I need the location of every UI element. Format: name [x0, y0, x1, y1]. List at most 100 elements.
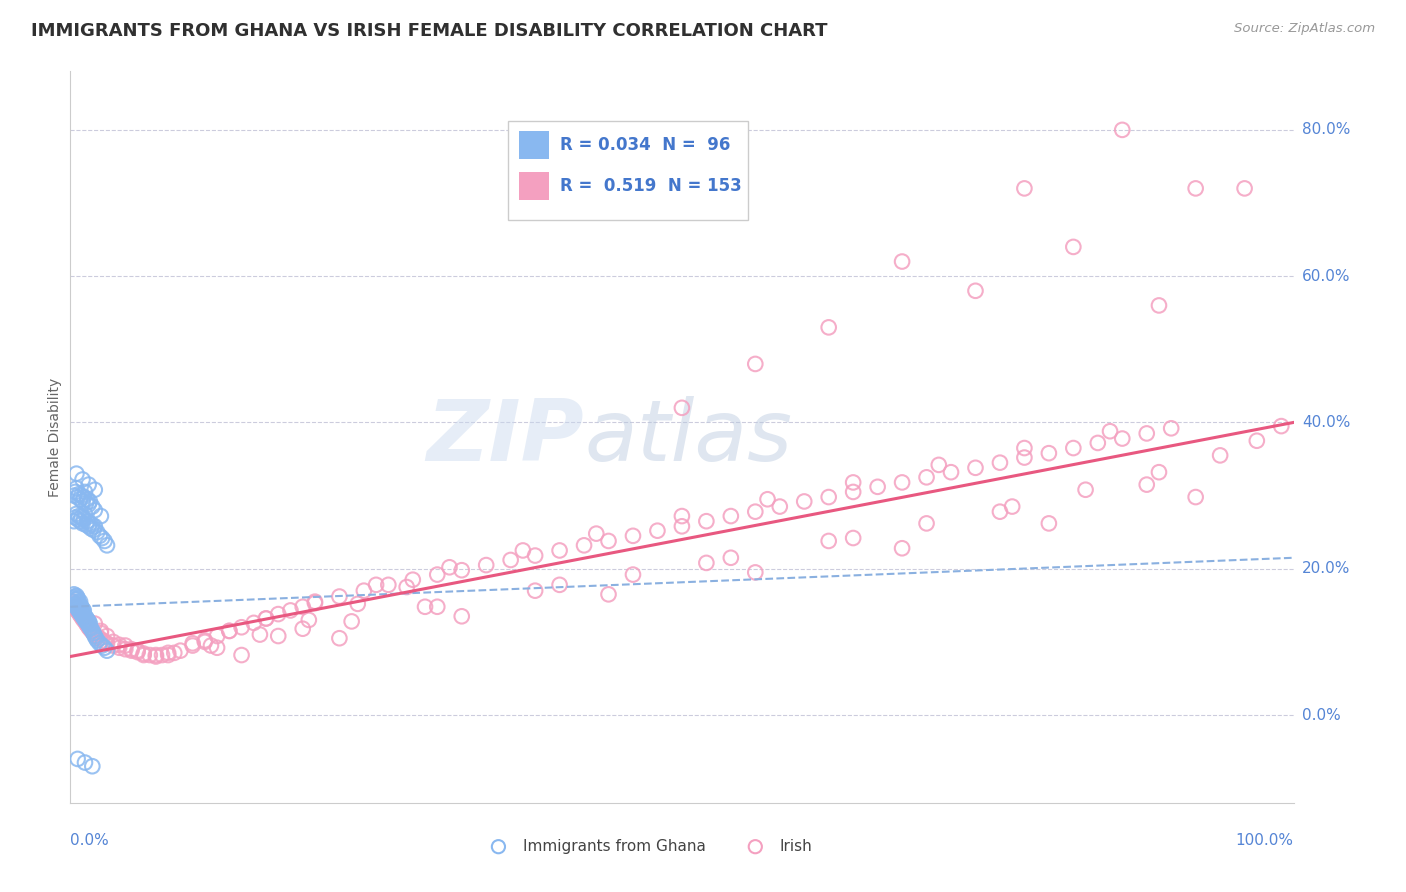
Point	[598, 587, 620, 601]
Point	[90, 626, 112, 640]
Point	[395, 580, 418, 594]
Point	[76, 613, 98, 627]
Point	[928, 458, 950, 472]
Point	[488, 752, 510, 766]
Point	[77, 620, 100, 634]
Point	[231, 648, 253, 662]
Point	[744, 752, 766, 766]
Point	[89, 636, 111, 650]
Point	[90, 624, 112, 638]
Point	[69, 492, 91, 507]
Point	[157, 648, 180, 662]
Point	[63, 597, 86, 611]
Point	[67, 599, 90, 614]
Point	[413, 599, 436, 614]
Point	[65, 481, 87, 495]
Point	[139, 648, 162, 662]
Point	[93, 635, 115, 649]
Point	[647, 524, 669, 538]
Text: 100.0%: 100.0%	[1236, 833, 1294, 848]
Point	[79, 616, 101, 631]
Point	[205, 640, 228, 655]
Point	[439, 560, 461, 574]
Point	[328, 590, 350, 604]
Point	[426, 599, 449, 614]
Point	[73, 613, 96, 627]
Point	[82, 500, 104, 514]
Point	[267, 629, 290, 643]
Point	[67, 603, 90, 617]
Point	[76, 615, 98, 630]
Point	[101, 635, 124, 649]
Point	[793, 494, 815, 508]
Point	[817, 533, 839, 548]
Point	[1246, 434, 1268, 448]
Point	[75, 615, 97, 629]
Point	[200, 639, 222, 653]
Point	[671, 509, 693, 524]
Point	[1184, 181, 1206, 195]
Point	[163, 646, 186, 660]
Point	[66, 599, 89, 613]
Text: Irish: Irish	[780, 839, 813, 855]
Point	[96, 643, 118, 657]
Point	[114, 639, 136, 653]
Text: 60.0%: 60.0%	[1302, 268, 1350, 284]
Point	[89, 632, 111, 646]
Point	[1014, 450, 1036, 465]
Point	[1062, 240, 1084, 254]
Point	[621, 567, 644, 582]
Point	[194, 635, 217, 649]
Point	[150, 648, 173, 662]
Point	[67, 596, 90, 610]
Point	[108, 640, 131, 655]
Point	[65, 597, 87, 611]
Point	[84, 632, 107, 646]
Point	[72, 606, 94, 620]
Point	[353, 583, 375, 598]
Point	[243, 615, 266, 630]
Point	[817, 490, 839, 504]
Point	[83, 627, 105, 641]
Point	[62, 594, 84, 608]
Point	[82, 759, 104, 773]
Point	[891, 475, 914, 490]
Point	[769, 500, 792, 514]
Point	[82, 624, 104, 639]
Point	[83, 519, 105, 533]
Point	[756, 492, 779, 507]
Point	[73, 490, 96, 504]
Point	[720, 509, 742, 524]
Point	[75, 517, 97, 532]
Text: IMMIGRANTS FROM GHANA VS IRISH FEMALE DISABILITY CORRELATION CHART: IMMIGRANTS FROM GHANA VS IRISH FEMALE DI…	[31, 22, 828, 40]
Point	[121, 642, 143, 657]
Point	[114, 642, 136, 657]
Point	[346, 597, 368, 611]
Point	[69, 607, 91, 622]
Point	[121, 643, 143, 657]
Text: 20.0%: 20.0%	[1302, 561, 1350, 576]
Point	[83, 629, 105, 643]
Point	[77, 497, 100, 511]
Point	[65, 599, 87, 614]
Point	[866, 480, 889, 494]
Point	[965, 460, 987, 475]
Point	[1074, 483, 1097, 497]
Point	[194, 633, 217, 648]
Point	[744, 505, 766, 519]
Point	[1147, 465, 1170, 479]
Point	[842, 531, 865, 545]
Point	[90, 509, 112, 524]
Point	[79, 494, 101, 508]
Point	[181, 639, 204, 653]
Point	[231, 620, 253, 634]
Point	[73, 507, 96, 521]
Point	[80, 623, 103, 637]
Point	[585, 526, 607, 541]
Point	[598, 533, 620, 548]
Point	[72, 494, 94, 508]
Point	[1147, 298, 1170, 312]
Point	[169, 643, 191, 657]
Point	[1160, 421, 1182, 435]
Point	[127, 643, 149, 657]
